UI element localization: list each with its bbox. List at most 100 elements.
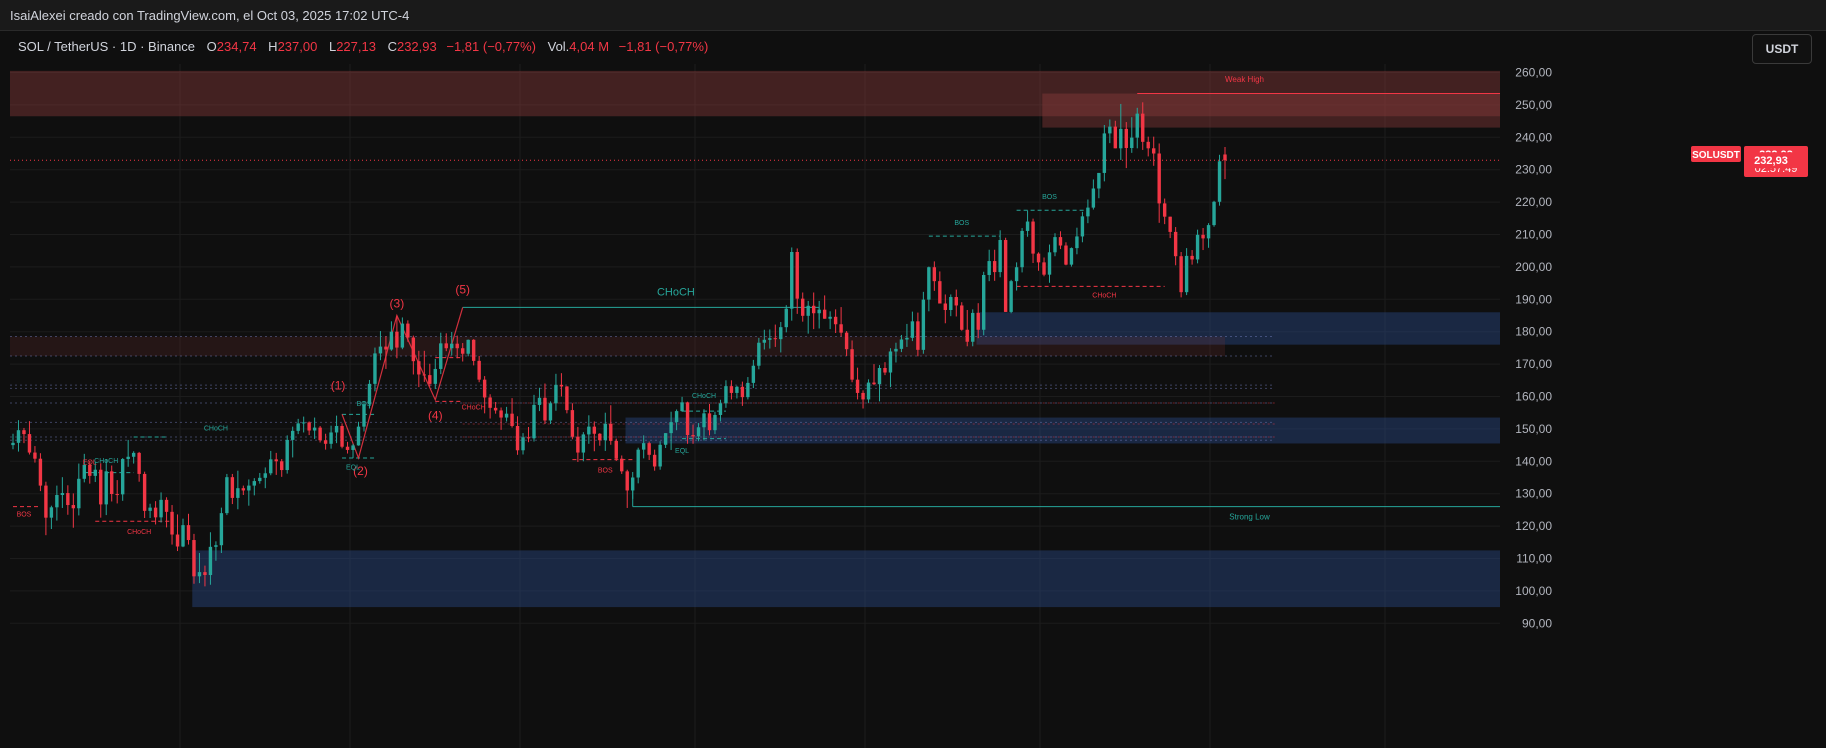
candle-body [1091, 188, 1096, 208]
candle-body [609, 423, 613, 441]
candle-body [164, 499, 169, 512]
strong-low-label: Strong Low [1229, 513, 1270, 522]
candle-body [515, 425, 520, 451]
candle-body [521, 437, 525, 451]
candle-body [949, 297, 953, 310]
candle-body [60, 493, 65, 495]
candle-body [724, 386, 728, 404]
candle-body [1173, 231, 1178, 257]
candle-body [247, 485, 251, 491]
volume-value: 4,04 M [569, 39, 610, 54]
candle-body [203, 572, 207, 576]
candle-body [493, 407, 498, 411]
candle-body [603, 423, 607, 441]
candle-body [674, 411, 679, 423]
candle-body [329, 432, 333, 444]
candle-body [197, 572, 202, 577]
candle-body [175, 534, 180, 547]
candle-body [1058, 237, 1063, 246]
change-value: −1,81 (−0,77%) [446, 39, 536, 54]
volume-change: −1,81 (−0,77%) [618, 39, 709, 54]
candle-body [543, 397, 547, 421]
candle-body [965, 329, 969, 342]
demand-zone [625, 417, 1500, 444]
candle-body [768, 338, 772, 340]
price-axis-tick: 170,00 [1515, 357, 1552, 371]
price-axis-tick: 220,00 [1515, 195, 1552, 209]
candle-body [740, 386, 745, 398]
candle-body [691, 435, 695, 437]
candle-body [751, 365, 756, 383]
candle-body [1031, 221, 1035, 254]
candle-body [499, 410, 503, 418]
candle-body [877, 367, 882, 385]
candle-body [389, 331, 394, 350]
price-axis-tick: 240,00 [1515, 130, 1552, 144]
candle-body [323, 440, 328, 444]
wave-3-label: (3) [390, 297, 405, 311]
candle-body [581, 434, 586, 453]
candle-body [395, 331, 399, 348]
candle-body [82, 464, 86, 479]
candle-body [99, 469, 103, 505]
wave-2-label: (2) [353, 464, 368, 478]
price-axis-tick: 100,00 [1515, 584, 1552, 598]
choch-main-label: CHoCH [657, 286, 695, 298]
structure-label: EQL [675, 448, 689, 455]
candle-body [1036, 253, 1041, 263]
candle-body [186, 525, 191, 541]
structure-label: CHoCH [462, 404, 486, 411]
candle-body [356, 426, 361, 446]
candle-body [71, 505, 76, 509]
candle-body [461, 348, 465, 354]
currency-button[interactable]: USDT [1752, 34, 1812, 64]
candle-body [115, 494, 119, 496]
candle-body [120, 459, 125, 495]
candle-body [49, 507, 54, 518]
demand-zone [976, 312, 1500, 345]
candle-body [1075, 236, 1079, 249]
candle-body [208, 546, 213, 576]
candle-body [1080, 216, 1085, 237]
candle-body [1206, 225, 1211, 239]
candle-body [1020, 230, 1024, 268]
plot-background [10, 64, 1500, 748]
candle-body [548, 403, 553, 421]
candle-body [439, 343, 443, 369]
candle-body [450, 343, 454, 349]
candle-body [647, 443, 651, 455]
candle-body [1124, 128, 1128, 148]
structure-label: BOS [1042, 194, 1057, 201]
candle-body [811, 305, 816, 314]
structure-label: CHoCH [1092, 293, 1116, 300]
demand-zone [192, 550, 1500, 608]
candle-body [625, 471, 629, 491]
candle-body [795, 251, 799, 299]
candle-body [477, 360, 481, 380]
candle-body [263, 473, 267, 478]
candle-body [669, 422, 673, 434]
candle-body [636, 449, 640, 478]
candle-body [192, 540, 196, 577]
candle-body [806, 305, 810, 316]
candle-body [219, 513, 224, 546]
candle-body [285, 439, 289, 471]
candle-body [614, 440, 618, 459]
symbol-tag-label: SOLUSDT [1692, 150, 1740, 161]
candle-body [910, 321, 915, 338]
candle-body [696, 427, 701, 437]
open-value: 234,74 [216, 39, 257, 54]
candle-body [850, 349, 854, 380]
candle-body [384, 346, 388, 350]
candle-body [504, 413, 509, 418]
candle-body [1108, 126, 1112, 134]
candle-body [620, 458, 624, 472]
candle-body [833, 316, 838, 325]
candle-body [230, 477, 235, 498]
candle-body [312, 427, 317, 431]
price-axis [1500, 64, 1826, 748]
symbol-legend: SOL / TetherUS · 1D · Binance O234,74 H2… [18, 39, 708, 54]
symbol-name[interactable]: SOL / TetherUS · 1D · Binance [18, 39, 196, 54]
candle-body [1097, 172, 1101, 189]
